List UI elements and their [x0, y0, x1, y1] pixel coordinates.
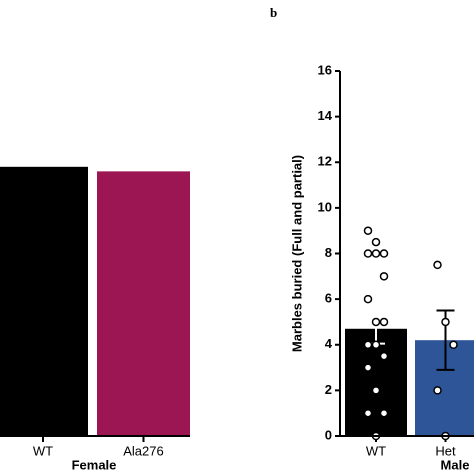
x-tick-label: WT: [366, 443, 386, 458]
group-label: Male: [441, 457, 470, 472]
data-point: [441, 317, 450, 327]
data-point: [433, 386, 442, 395]
x-tick-label: Ala276: [123, 443, 163, 458]
y-axis-label: Marbles buried (Full and partial): [289, 155, 304, 352]
data-point: [363, 226, 373, 235]
data-point: [371, 249, 381, 258]
data-point: [379, 317, 389, 327]
y-tick-label: 12: [318, 154, 332, 169]
data-point: [371, 237, 381, 247]
data-point: [379, 408, 389, 418]
y-tick-label: 14: [318, 108, 333, 123]
data-point: [433, 260, 442, 270]
bar: [0, 166, 88, 436]
y-tick-label: 0: [325, 427, 332, 442]
y-tick-label: 4: [325, 336, 333, 351]
data-point: [379, 351, 389, 361]
data-point: [379, 249, 389, 258]
x-tick-label: Het: [435, 443, 456, 458]
y-tick-label: 10: [318, 199, 332, 214]
panel-label: b: [270, 5, 277, 20]
group-label: Female: [72, 457, 117, 472]
data-point: [363, 340, 373, 349]
data-point: [379, 272, 389, 281]
y-tick-label: 6: [325, 291, 332, 306]
x-tick-label: WT: [33, 443, 53, 458]
y-tick-label: 8: [325, 245, 332, 260]
y-tick-label: 16: [318, 62, 332, 77]
bar: [97, 171, 190, 436]
data-point: [449, 340, 458, 349]
data-point: [363, 363, 373, 372]
data-point: [371, 317, 381, 327]
data-point: [371, 340, 381, 349]
data-point: [363, 294, 373, 304]
y-tick-label: 2: [325, 382, 332, 397]
data-point: [363, 249, 373, 258]
data-point: [363, 408, 373, 418]
data-point: [371, 386, 381, 395]
